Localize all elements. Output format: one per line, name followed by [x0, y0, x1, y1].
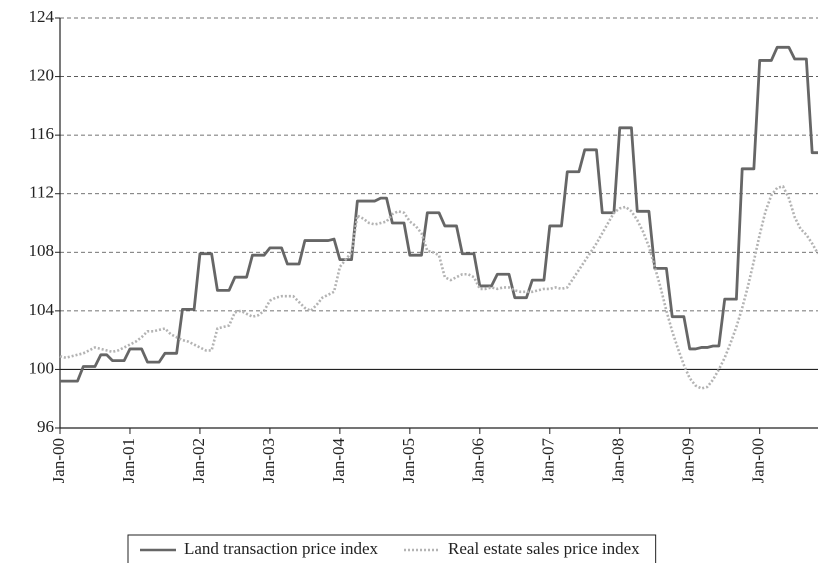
- x-tick-label: Jan-03: [259, 438, 278, 483]
- legend-label: Land transaction price index: [184, 539, 379, 558]
- y-tick-label: 96: [37, 417, 54, 436]
- y-tick-label: 116: [29, 124, 54, 143]
- x-tick-label: Jan-07: [539, 438, 558, 484]
- x-tick-label: Jan-05: [399, 438, 418, 483]
- x-tick-label: Jan-08: [609, 438, 628, 483]
- x-tick-label: Jan-00: [749, 438, 768, 483]
- legend: Land transaction price index Real estate …: [127, 534, 657, 563]
- y-tick-label: 104: [29, 300, 55, 319]
- y-tick-label: 100: [29, 358, 55, 377]
- x-tick-label: Jan-06: [469, 438, 488, 483]
- series-line: [59, 185, 818, 390]
- x-tick-label: Jan-01: [119, 438, 138, 483]
- x-tick-label: Jan-00: [49, 438, 68, 483]
- legend-box: [127, 534, 657, 563]
- x-tick-label: Jan-09: [679, 438, 698, 483]
- y-tick-label: 120: [29, 65, 55, 84]
- x-tick-label: Jan-02: [189, 438, 208, 483]
- series-line: [60, 45, 818, 383]
- y-tick-label: 112: [29, 183, 54, 202]
- y-tick-label: 124: [29, 7, 55, 26]
- legend-label: Real estate sales price index: [448, 539, 640, 558]
- y-tick-label: 108: [29, 241, 55, 260]
- x-tick-label: Jan-04: [329, 438, 348, 484]
